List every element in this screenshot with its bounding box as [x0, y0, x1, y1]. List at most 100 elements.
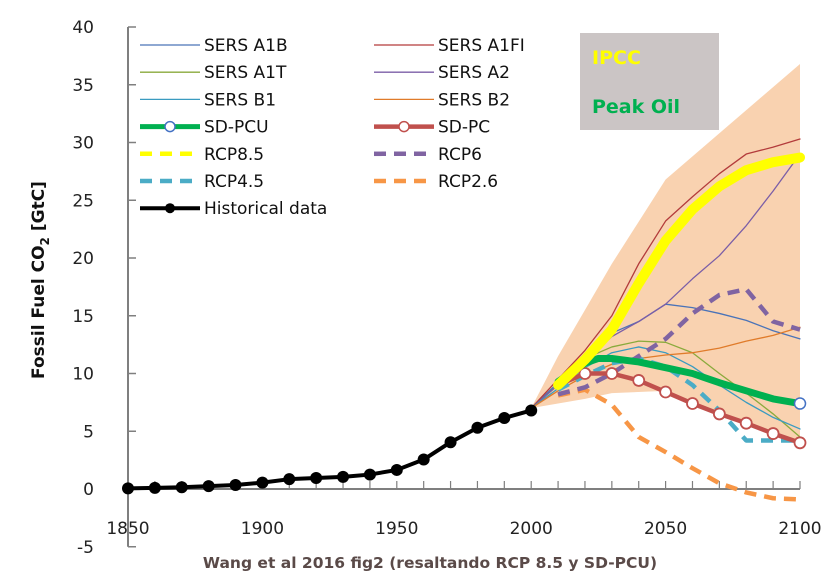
legend-label: SERS A2	[438, 63, 510, 83]
legend-label: RCP6	[438, 145, 482, 165]
historical-data-point	[525, 404, 538, 417]
legend-marker	[165, 203, 175, 214]
y-tick-label: 35	[72, 76, 94, 96]
historical-data-point	[498, 411, 511, 424]
legend-item-historical-data: Historical data	[140, 199, 327, 219]
y-ticks: -5 0 5 10 15 20 25 30 35 40	[72, 18, 136, 558]
y-axis-label-unit: [GtC]	[29, 181, 49, 237]
historical-data-point	[363, 468, 376, 481]
legend-item-sd-pc: SD-PC	[374, 118, 490, 138]
series-line-sd-pcu	[554, 354, 804, 408]
sd-pc-data-point	[739, 416, 753, 430]
legend-item-sers-a1b: SERS A1B	[140, 36, 288, 56]
historical-data-point	[390, 463, 403, 476]
historical-data-point	[310, 472, 323, 485]
y-tick-label: 30	[72, 134, 94, 154]
historical-data-point	[444, 436, 457, 449]
annotation-ipcc: IPCC	[592, 47, 641, 69]
legend-item-sers-a2: SERS A2	[374, 63, 510, 83]
legend-marker	[164, 120, 176, 133]
x-ticks: 1850 1900 1950 2000 2050 2100	[106, 481, 822, 539]
legend-item-rcp4-5: RCP4.5	[140, 172, 264, 192]
annotation-box: IPCC Peak Oil	[580, 33, 719, 130]
historical-data-point	[337, 470, 350, 483]
series-line-rcp2-6	[557, 387, 801, 502]
legend-item-sers-a1fi: SERS A1FI	[374, 36, 525, 56]
historical-data-point	[283, 473, 296, 486]
legend-label: SD-PCU	[204, 118, 269, 138]
historical-data-point	[122, 482, 134, 495]
sd-pc-data-point	[686, 397, 699, 410]
legend-item-rcp8-5: RCP8.5	[140, 145, 264, 165]
axes: -5 0 5 10 15 20 25 30 35 40 1850 1900 1950 2000 2050 2…	[72, 18, 821, 558]
y-tick-label: 10	[72, 365, 94, 385]
series-line-rcp4-5	[557, 356, 800, 443]
historical-data-point	[202, 480, 215, 493]
series-layer	[122, 138, 807, 502]
y-tick-label: 15	[72, 307, 94, 327]
y-axis-label-main: Fossil Fuel CO	[29, 245, 49, 379]
series-line-rcp8-5	[553, 152, 805, 391]
y-tick-label: 20	[72, 249, 94, 269]
legend: SERS A1B SERS A1FI SERS A1T SERS A2 SERS B1 S…	[140, 36, 525, 219]
y-tick-label: 25	[72, 191, 94, 211]
legend-label: RCP4.5	[204, 172, 264, 192]
series-sd-pc	[555, 367, 807, 450]
series-rcp2-6	[557, 387, 801, 502]
x-tick-label: 2000	[510, 519, 553, 539]
series-line-sers-a1fi	[530, 138, 801, 409]
legend-item-sd-pcu: SD-PCU	[140, 118, 269, 138]
sd-pcu-data-point	[793, 397, 807, 410]
series-sers-a1fi	[530, 138, 801, 409]
historical-data-point	[148, 481, 161, 494]
legend-label: SERS A1FI	[438, 36, 525, 56]
historical-data-point	[175, 481, 188, 494]
legend-label: SERS A1T	[204, 63, 287, 83]
sd-pc-data-point	[766, 427, 780, 440]
legend-item-rcp2-6: RCP2.6	[374, 172, 498, 192]
series-rcp8-5	[553, 152, 805, 391]
legend-label: Historical data	[204, 199, 327, 219]
y-tick-label: -5	[77, 538, 94, 558]
sd-pc-data-point	[632, 374, 646, 387]
legend-item-rcp6: RCP6	[374, 145, 482, 165]
figure-caption: Wang et al 2016 fig2 (resaltando RCP 8.5…	[203, 554, 657, 572]
series-line-historical-data	[126, 408, 534, 491]
y-tick-label: 5	[83, 422, 94, 442]
x-tick-label: 2050	[644, 519, 687, 539]
historical-data-point	[256, 476, 269, 489]
legend-item-sers-b2: SERS B2	[374, 90, 510, 110]
y-axis-label: Fossil Fuel CO2 [GtC]	[29, 181, 52, 379]
legend-item-sers-b1: SERS B1	[140, 90, 276, 110]
series-line-sers-b2	[530, 326, 801, 409]
series-rcp6	[557, 286, 801, 397]
sd-pc-data-point	[712, 407, 726, 421]
legend-label: SERS A1B	[204, 36, 288, 56]
series-historical-data	[122, 404, 538, 495]
annotation-peak-oil: Peak Oil	[592, 96, 680, 118]
series-sers-b2	[530, 326, 801, 409]
sd-pc-data-point	[659, 385, 672, 399]
y-tick-label: 40	[72, 18, 94, 38]
y-tick-label: 0	[83, 480, 94, 500]
series-rcp4-5	[557, 356, 800, 443]
sd-pc-data-point	[793, 436, 807, 450]
legend-label: SERS B2	[438, 90, 510, 110]
x-tick-label: 2100	[778, 519, 821, 539]
series-line-sd-pc	[555, 371, 803, 446]
legend-item-sers-a1t: SERS A1T	[140, 63, 287, 83]
legend-label: SERS B1	[204, 90, 276, 110]
series-sd-pcu	[554, 354, 807, 410]
x-tick-label: 1850	[106, 519, 149, 539]
historical-data-point	[229, 478, 242, 491]
sd-pc-data-point	[578, 367, 592, 380]
legend-marker	[398, 120, 410, 133]
legend-label: RCP2.6	[438, 172, 498, 192]
y-axis-label-subscript: 2	[38, 237, 52, 245]
annotation-box-background	[580, 33, 719, 130]
legend-label: SD-PC	[438, 118, 490, 138]
series-line-rcp6	[557, 286, 801, 397]
x-tick-label: 1900	[241, 519, 284, 539]
x-tick-label: 1950	[375, 519, 418, 539]
